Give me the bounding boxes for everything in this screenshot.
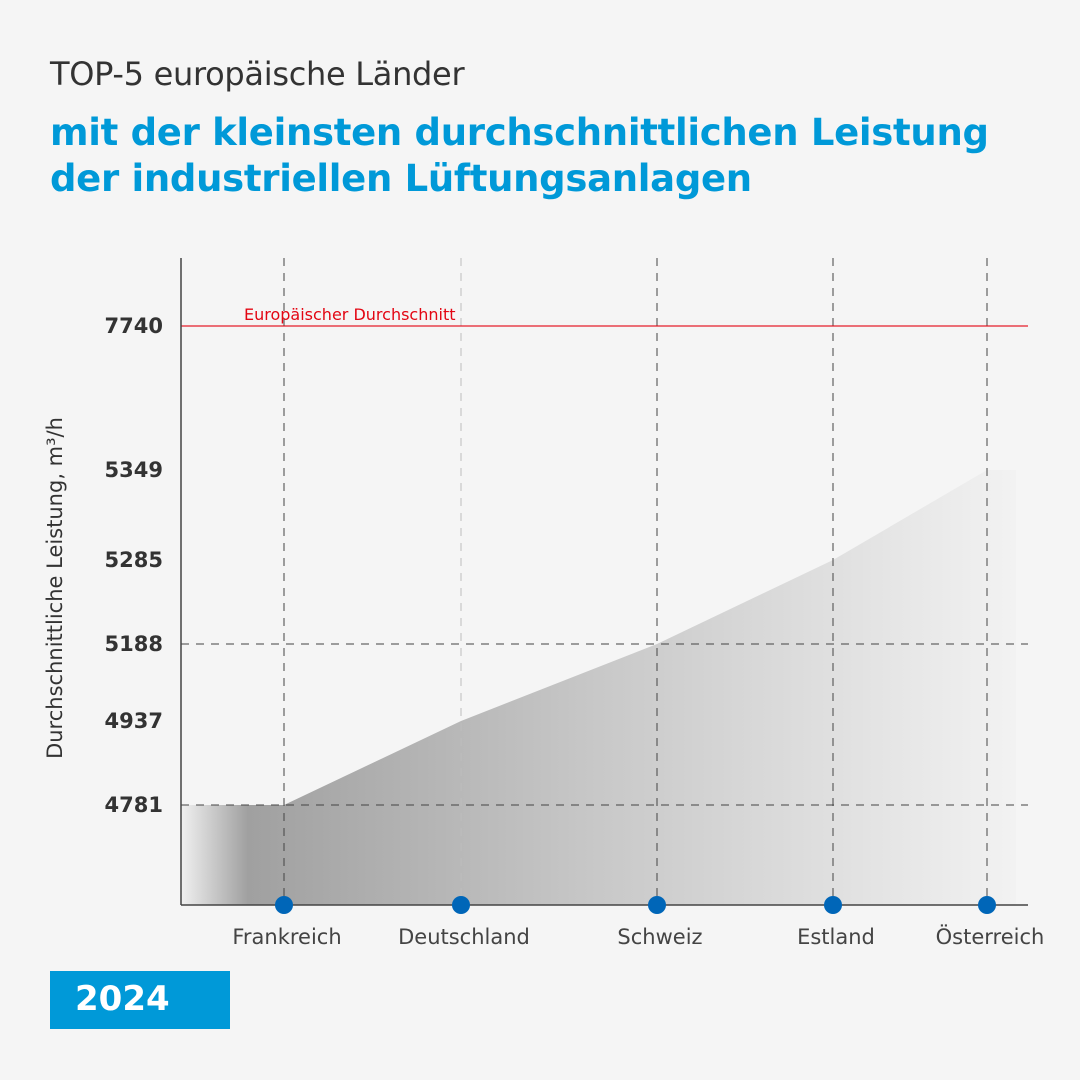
y-tick-label: 5188	[105, 632, 163, 656]
category-point	[824, 896, 842, 914]
category-point	[978, 896, 996, 914]
y-tick-label: 4937	[105, 709, 163, 733]
y-axis-label: Durchschnittliche Leistung, m³/h	[43, 417, 67, 759]
year-label: 2024	[75, 979, 170, 1019]
series-area	[181, 470, 1016, 905]
y-tick-label: 4781	[105, 793, 163, 817]
x-tick-label: Frankreich	[232, 925, 341, 949]
category-point	[648, 896, 666, 914]
y-tick-label-reference: 7740	[105, 314, 163, 338]
chart-subtitle: TOP-5 europäische Länder	[50, 55, 465, 93]
y-tick-label: 5349	[105, 458, 163, 482]
x-tick-label: Schweiz	[617, 925, 702, 949]
x-tick-label: Estland	[797, 925, 875, 949]
x-tick-label: Deutschland	[398, 925, 530, 949]
category-point	[275, 896, 293, 914]
x-tick-label: Österreich	[936, 924, 1045, 949]
y-tick-label: 5285	[105, 548, 163, 572]
year-badge: 2024	[50, 971, 230, 1029]
reference-line-label: Europäischer Durchschnitt	[244, 305, 455, 324]
category-point	[452, 896, 470, 914]
chart-title: mit der kleinsten durchschnittlichen Lei…	[50, 111, 989, 200]
